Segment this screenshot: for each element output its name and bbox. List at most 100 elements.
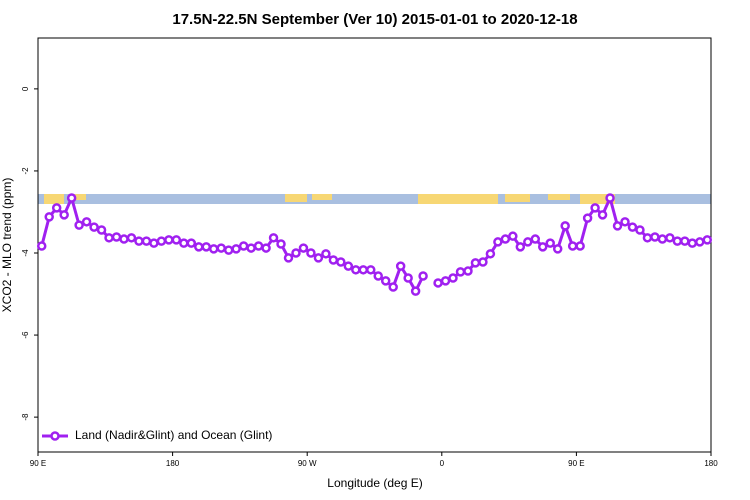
point xyxy=(321,249,331,259)
point xyxy=(268,233,279,243)
point xyxy=(605,193,615,203)
legend-marker xyxy=(50,431,60,441)
x-tick-label: 90 E xyxy=(30,459,46,468)
point xyxy=(126,233,137,243)
point xyxy=(246,243,256,253)
point xyxy=(702,235,713,245)
y-tick-label: -6 xyxy=(21,331,30,339)
point xyxy=(44,212,54,222)
chart-title: 17.5N-22.5N September (Ver 10) 2015-01-0… xyxy=(172,11,577,28)
point xyxy=(223,245,234,255)
point xyxy=(410,286,421,296)
point xyxy=(351,265,361,275)
point xyxy=(508,231,518,241)
point xyxy=(283,253,294,263)
point xyxy=(642,233,653,243)
point xyxy=(493,237,503,247)
point xyxy=(343,261,354,271)
x-tick-label: 180 xyxy=(704,459,718,468)
point xyxy=(672,236,683,246)
point xyxy=(261,243,271,253)
x-tick-label: 180 xyxy=(166,459,180,468)
point xyxy=(216,243,226,253)
point xyxy=(328,255,339,265)
point xyxy=(291,248,301,258)
point xyxy=(66,193,77,203)
point xyxy=(515,242,526,252)
point xyxy=(81,217,92,227)
y-axis-label: XCO2 - MLO trend (ppm) xyxy=(0,178,14,313)
point xyxy=(141,236,152,246)
point xyxy=(156,236,167,246)
point xyxy=(238,241,249,251)
point xyxy=(552,244,563,254)
y-tick-label: 0 xyxy=(21,86,30,91)
point xyxy=(612,221,623,231)
point xyxy=(567,241,578,251)
x-tick-label: 0 xyxy=(440,459,445,468)
point xyxy=(149,238,159,248)
point xyxy=(388,282,398,292)
y-tick-label: -4 xyxy=(21,249,30,257)
point xyxy=(590,203,600,213)
point xyxy=(635,225,645,235)
point xyxy=(74,220,84,230)
point xyxy=(298,243,309,253)
point xyxy=(336,257,346,267)
legend-label: Land (Nadir&Glint) and Ocean (Glint) xyxy=(75,428,272,442)
point xyxy=(582,213,593,223)
point xyxy=(306,248,316,258)
point xyxy=(164,235,174,245)
point xyxy=(687,238,698,248)
point xyxy=(201,242,211,252)
point xyxy=(650,232,660,242)
point xyxy=(680,236,690,246)
point xyxy=(530,234,541,244)
point xyxy=(89,222,99,232)
point xyxy=(523,237,533,247)
point xyxy=(418,271,428,281)
point xyxy=(96,225,107,235)
point xyxy=(186,238,197,248)
point xyxy=(440,276,451,286)
x-tick-label: 90 W xyxy=(298,459,317,468)
point xyxy=(433,278,443,288)
x-tick-label: 90 E xyxy=(568,459,584,468)
point xyxy=(448,273,458,283)
land-ocean-strip xyxy=(38,194,711,204)
point xyxy=(104,233,114,243)
point xyxy=(373,271,383,281)
point xyxy=(545,238,555,248)
point xyxy=(470,258,481,268)
point xyxy=(253,241,264,251)
y-tick-label: -2 xyxy=(21,167,30,175)
point xyxy=(627,222,638,232)
point xyxy=(597,210,608,220)
point xyxy=(485,249,496,259)
point xyxy=(119,234,129,244)
x-axis-label: Longitude (deg E) xyxy=(327,476,422,490)
point xyxy=(231,244,241,254)
point xyxy=(36,241,47,251)
point xyxy=(208,244,219,254)
point xyxy=(111,232,122,242)
point xyxy=(560,221,570,231)
point xyxy=(194,242,204,252)
point xyxy=(358,265,369,275)
point xyxy=(538,242,548,252)
point xyxy=(134,236,144,246)
point xyxy=(620,217,630,227)
point xyxy=(313,253,324,263)
point xyxy=(695,237,705,247)
point xyxy=(657,234,668,244)
y-tick-label: -8 xyxy=(21,413,30,421)
point xyxy=(51,203,62,213)
point xyxy=(463,266,473,276)
point xyxy=(366,265,376,275)
point xyxy=(575,241,585,251)
point xyxy=(478,257,488,267)
point xyxy=(276,239,286,249)
point xyxy=(455,267,466,277)
